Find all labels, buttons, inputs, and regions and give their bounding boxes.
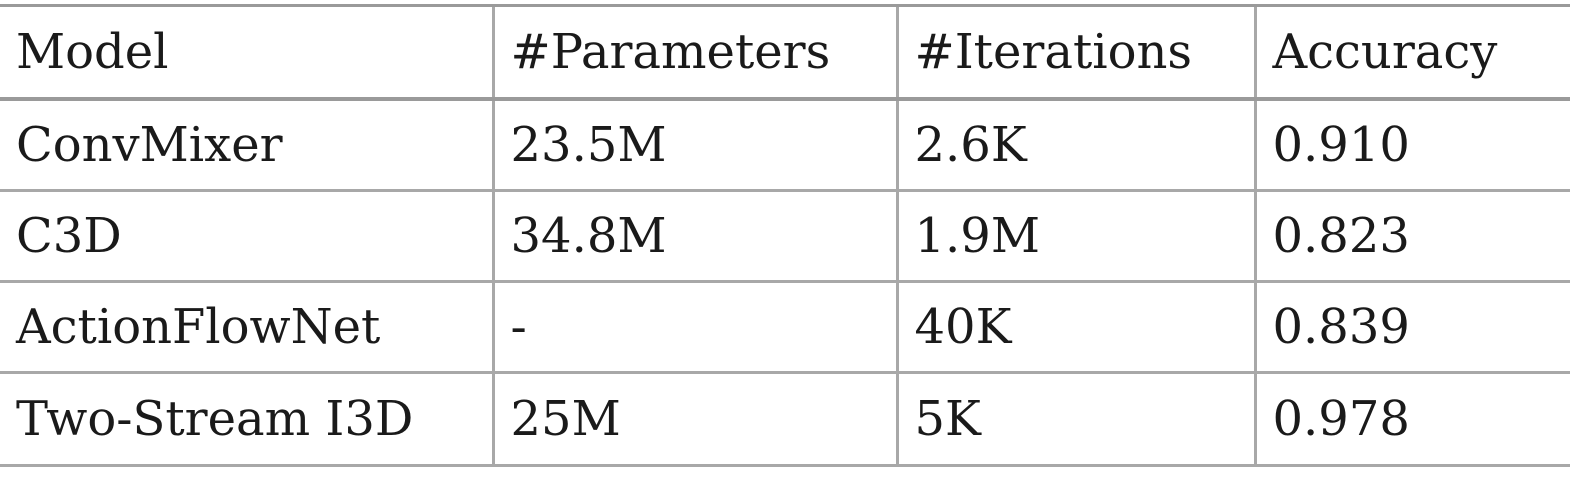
- cell-model: Two-Stream I3D: [0, 372, 493, 467]
- cell-iterations: 5K: [895, 372, 1255, 467]
- cell-iterations: 1.9M: [895, 190, 1255, 283]
- cell-accuracy: 0.978: [1253, 372, 1570, 467]
- cell-iterations: 40K: [895, 281, 1255, 374]
- table-row: ActionFlowNet - 40K 0.839: [0, 281, 1570, 374]
- header-model: Model: [0, 4, 493, 101]
- cell-parameters: -: [491, 281, 897, 374]
- cell-parameters: 34.8M: [491, 190, 897, 283]
- cell-accuracy: 0.823: [1253, 190, 1570, 283]
- table-row: ConvMixer 23.5M 2.6K 0.910: [0, 99, 1570, 192]
- cell-iterations: 2.6K: [895, 99, 1255, 192]
- cell-parameters: 25M: [491, 372, 897, 467]
- cell-parameters: 23.5M: [491, 99, 897, 192]
- cell-accuracy: 0.910: [1253, 99, 1570, 192]
- cell-model: ConvMixer: [0, 99, 493, 192]
- table-row: C3D 34.8M 1.9M 0.823: [0, 190, 1570, 283]
- header-row: Model #Parameters #Iterations Accuracy: [0, 4, 1570, 101]
- header-iterations: #Iterations: [895, 4, 1255, 101]
- cell-model: ActionFlowNet: [0, 281, 493, 374]
- cell-accuracy: 0.839: [1253, 281, 1570, 374]
- results-table: Model #Parameters #Iterations Accuracy C…: [0, 4, 1570, 467]
- cell-model: C3D: [0, 190, 493, 283]
- header-accuracy: Accuracy: [1253, 4, 1570, 101]
- table-row: Two-Stream I3D 25M 5K 0.978: [0, 372, 1570, 467]
- header-parameters: #Parameters: [491, 4, 897, 101]
